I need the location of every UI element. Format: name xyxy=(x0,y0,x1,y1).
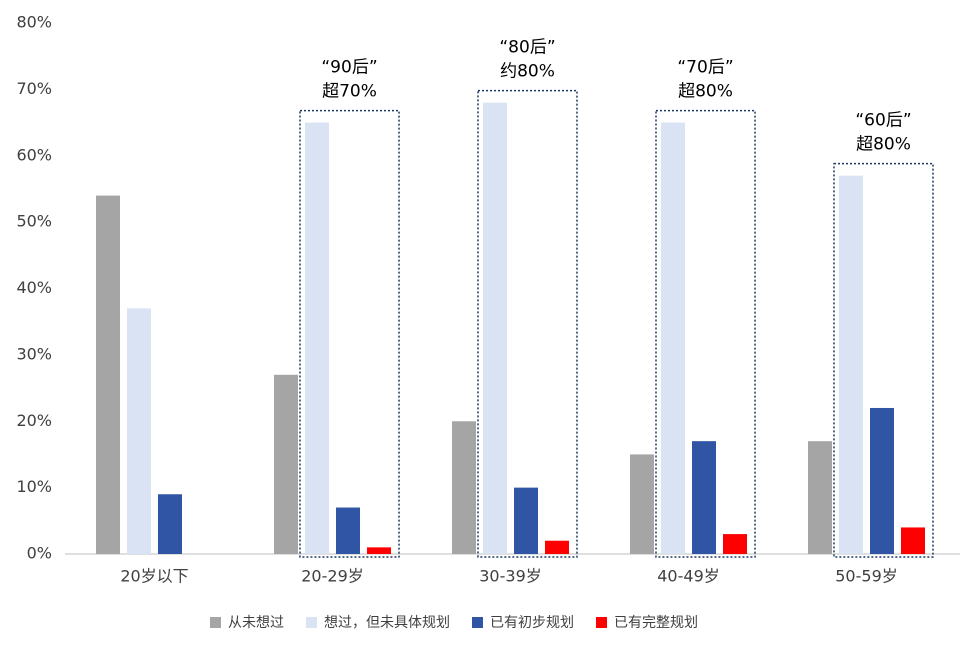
annotation-text: “60后” xyxy=(855,111,911,131)
bar xyxy=(870,407,894,554)
y-tick-label: 40% xyxy=(16,278,52,297)
annotation-text: 超70% xyxy=(322,82,377,102)
bar xyxy=(630,454,654,554)
bar xyxy=(661,122,685,554)
legend-label: 从未想过 xyxy=(228,615,284,631)
y-tick-label: 80% xyxy=(16,13,52,32)
annotation-text: “80后” xyxy=(499,38,555,58)
legend-swatch xyxy=(472,617,483,628)
x-tick-label: 20-29岁 xyxy=(301,567,364,586)
bar xyxy=(305,122,329,554)
annotation-box xyxy=(833,162,934,558)
bar xyxy=(274,374,298,554)
annotation-box xyxy=(477,89,578,558)
annotation-text: 超80% xyxy=(678,82,733,102)
bar xyxy=(839,175,863,554)
bar xyxy=(808,441,832,554)
bar xyxy=(692,441,716,554)
legend-label: 已有完整规划 xyxy=(614,615,698,631)
bar xyxy=(723,534,747,554)
annotation-box xyxy=(299,109,400,558)
legend-label: 已有初步规划 xyxy=(490,614,574,631)
x-tick-label: 40-49岁 xyxy=(657,567,720,586)
bar xyxy=(367,547,391,554)
bar xyxy=(96,195,120,554)
x-tick-label: 30-39岁 xyxy=(479,567,542,586)
bar xyxy=(127,308,151,554)
legend-swatch xyxy=(596,617,607,628)
bar xyxy=(336,507,360,554)
bar xyxy=(901,527,925,554)
bar xyxy=(483,102,507,555)
annotation-text: 约80% xyxy=(500,62,555,82)
bar xyxy=(545,540,569,554)
bar xyxy=(514,487,538,554)
annotation-text: 超80% xyxy=(856,135,911,155)
annotation-text: “90后” xyxy=(321,58,377,78)
x-tick-label: 20岁以下 xyxy=(120,567,188,586)
bar xyxy=(158,494,182,554)
annotation-text: “70后” xyxy=(677,58,733,78)
legend-swatch xyxy=(306,617,317,628)
annotation-box xyxy=(655,109,756,558)
bar xyxy=(452,421,476,554)
y-tick-label: 20% xyxy=(16,411,52,430)
y-tick-label: 70% xyxy=(16,79,52,98)
y-tick-label: 10% xyxy=(16,477,52,496)
legend-label: 想过，但未具体规划 xyxy=(324,615,450,631)
y-tick-label: 30% xyxy=(16,344,52,363)
y-tick-label: 0% xyxy=(27,544,52,563)
y-tick-label: 50% xyxy=(16,212,52,231)
y-tick-label: 60% xyxy=(16,145,52,164)
x-tick-label: 50-59岁 xyxy=(835,567,898,586)
legend-swatch xyxy=(210,617,221,628)
